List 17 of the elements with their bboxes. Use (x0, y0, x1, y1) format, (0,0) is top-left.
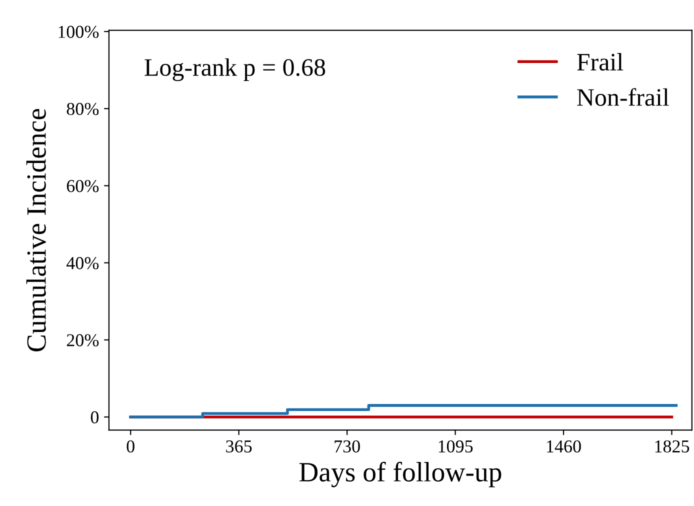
y-axis-title: Cumulative Incidence (26, 108, 46, 352)
x-tick-label: 1825 (655, 440, 690, 453)
x-axis-title: Days of follow-up (299, 462, 502, 488)
annotation: Log-rank p = 0.68 (144, 58, 326, 82)
x-tick-label: 1460 (547, 440, 581, 453)
x-tick-label: 0 (126, 440, 134, 453)
legend-label: Frail (577, 53, 624, 71)
y-tick-label: 0 (90, 411, 99, 424)
legend-label: Non-frail (577, 88, 669, 106)
y-tick-label: 60% (66, 180, 99, 192)
y-tick-label: 40% (66, 257, 99, 270)
x-tick-label: 365 (226, 440, 252, 453)
x-tick-label: 730 (334, 440, 360, 453)
y-tick-label: 100% (58, 26, 99, 38)
x-tick-label: 1095 (438, 440, 473, 453)
y-tick-label: 20% (66, 334, 99, 346)
y-tick-label: 80% (66, 102, 99, 116)
